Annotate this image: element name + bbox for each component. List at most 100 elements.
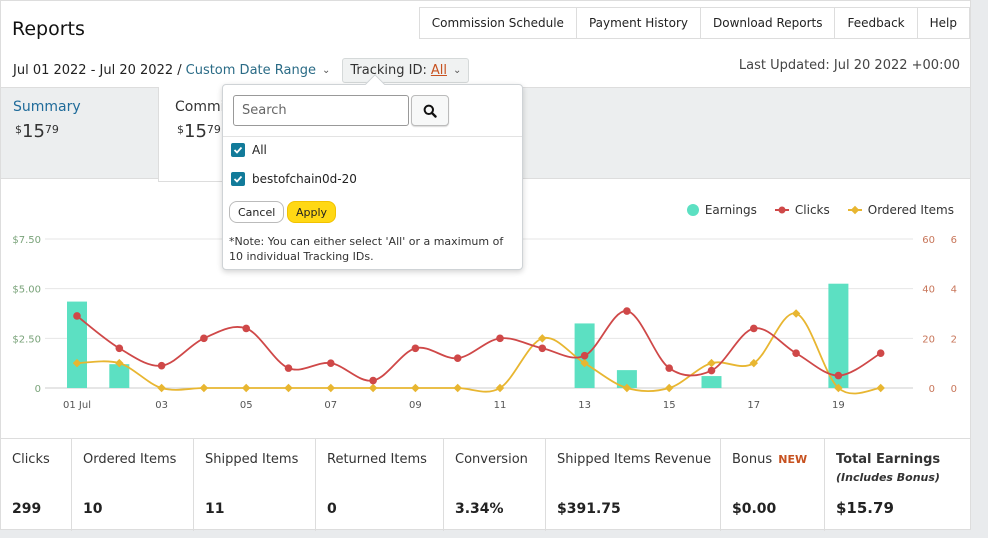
clicks-point: [327, 359, 335, 367]
clicks-point: [200, 334, 208, 343]
new-badge: NEW: [778, 453, 808, 466]
search-icon: [423, 104, 437, 118]
legend-ordered-items[interactable]: Ordered Items: [847, 203, 954, 217]
option-all[interactable]: All: [231, 143, 267, 157]
option-tracking-id[interactable]: bestofchain0d-20: [231, 172, 357, 186]
stat-bonus: Bonus NEW $0.00: [721, 439, 825, 531]
apply-button[interactable]: Apply: [287, 201, 337, 223]
ordered-items-point: [326, 383, 336, 393]
clicks-point: [369, 376, 377, 385]
cancel-button[interactable]: Cancel: [229, 201, 285, 223]
nav-feedback[interactable]: Feedback: [835, 8, 918, 38]
clicks-point: [496, 334, 504, 343]
ordered-items-point: [876, 383, 885, 393]
x-tick-label: 05: [240, 400, 253, 411]
stats-bar: Clicks 299 Ordered Items 10 Shipped Item…: [1, 438, 970, 531]
comm-cents: 79: [206, 123, 221, 136]
stat-label: Ordered Items: [83, 452, 177, 467]
clicks-point: [453, 354, 462, 362]
tab-summary-label: Summary: [13, 99, 81, 115]
search-button[interactable]: [411, 95, 449, 126]
nav-commission-schedule[interactable]: Commission Schedule: [419, 8, 577, 38]
clicks-point: [580, 351, 589, 360]
x-tick-label: 11: [494, 400, 507, 411]
y-left-tick-label: $2.50: [12, 334, 41, 345]
stat-total-earnings: Total Earnings (Includes Bonus) $15.79: [825, 439, 968, 531]
ordered-items-point: [453, 383, 462, 393]
total-earnings-sub: (Includes Bonus): [836, 471, 940, 484]
y-clicks-tick-label: 40: [922, 285, 935, 296]
ordered-items-point: [284, 383, 293, 393]
custom-date-range-link[interactable]: Custom Date Range: [185, 63, 316, 78]
legend-earnings[interactable]: Earnings: [686, 203, 757, 217]
clicks-point: [115, 344, 124, 353]
stat-value: 0: [327, 501, 337, 517]
ordered-items-point: [411, 383, 420, 393]
clicks-point: [792, 349, 800, 358]
chevron-down-icon[interactable]: ⌄: [321, 65, 331, 76]
nav-download-reports[interactable]: Download Reports: [700, 8, 836, 38]
ordered-items-point: [199, 383, 209, 393]
nav-payment-history[interactable]: Payment History: [576, 8, 701, 38]
checkbox-checked-icon[interactable]: [231, 143, 245, 157]
ordered-items-point: [115, 358, 124, 368]
y-clicks-tick-label: 0: [929, 384, 935, 395]
stat-label: Returned Items: [327, 452, 427, 467]
ordered-items-point: [538, 334, 547, 343]
stat-label: Total Earnings (Includes Bonus): [836, 452, 940, 484]
stat-ordered-items: Ordered Items 10: [72, 439, 194, 531]
stat-value: $15.79: [836, 499, 894, 517]
y-ordered-tick-label: 4: [951, 285, 957, 296]
clicks-point: [750, 324, 758, 333]
tab-summary[interactable]: Summary $1579: [13, 99, 81, 142]
option-label: bestofchain0d-20: [252, 172, 357, 186]
commissions-amount: $1579: [177, 121, 357, 142]
stat-conversion: Conversion 3.34%: [444, 439, 546, 531]
ordered-items-point: [791, 309, 801, 318]
y-left-tick-label: 0: [35, 384, 41, 395]
ordered-items-point: [157, 383, 166, 393]
clicks-point: [242, 324, 250, 333]
ordered-items-point: [495, 383, 505, 393]
earnings-bar: [828, 283, 849, 388]
summary-cents: 79: [44, 123, 59, 136]
clicks-point: [623, 307, 631, 315]
x-tick-label: 07: [324, 400, 337, 411]
stat-value: $391.75: [557, 501, 621, 517]
clicks-point: [876, 349, 885, 358]
stat-label: Shipped Items: [205, 452, 299, 467]
option-label: All: [252, 143, 267, 157]
page-title: Reports: [12, 18, 85, 40]
earnings-bar: [616, 370, 637, 388]
top-nav: Commission Schedule Payment History Down…: [418, 7, 970, 39]
earnings-dot-icon: [686, 204, 699, 216]
summary-amount: $1579: [15, 121, 81, 142]
x-tick-label: 09: [409, 400, 422, 411]
clicks-point: [157, 361, 166, 370]
filter-row: Jul 01 2022 - Jul 20 2022 / Custom Date …: [13, 58, 470, 83]
tracking-search-input[interactable]: [233, 95, 409, 126]
clicks-point: [284, 364, 293, 372]
x-tick-label: 15: [663, 400, 676, 411]
earnings-bar: [67, 301, 87, 388]
clicks-line: [76, 310, 882, 382]
legend-clicks[interactable]: Clicks: [774, 203, 830, 217]
clicks-point: [538, 344, 547, 353]
tracking-id-button[interactable]: Tracking ID: All ⌄: [342, 58, 470, 83]
nav-help[interactable]: Help: [917, 8, 970, 38]
ordered-items-point: [622, 383, 632, 393]
reports-panel: Reports Commission Schedule Payment Hist…: [0, 0, 971, 531]
total-earnings-label: Total Earnings: [836, 452, 941, 467]
tracking-id-dropdown: All bestofchain0d-20 Cancel Apply *Note:…: [222, 74, 523, 270]
tracking-id-value: All: [430, 63, 447, 78]
ordered-items-point: [72, 358, 82, 368]
y-left-tick-label: $5.00: [12, 285, 41, 296]
y-clicks-tick-label: 20: [922, 334, 935, 345]
stat-returned-items: Returned Items 0: [316, 439, 444, 531]
y-left-tick-label: $7.50: [12, 235, 41, 246]
chart-legend: Earnings Clicks Ordered Items: [686, 203, 954, 217]
x-tick-label: 19: [832, 400, 845, 411]
stat-clicks: Clicks 299: [1, 439, 72, 531]
y-ordered-tick-label: 0: [951, 384, 957, 395]
checkbox-checked-icon[interactable]: [231, 172, 245, 186]
